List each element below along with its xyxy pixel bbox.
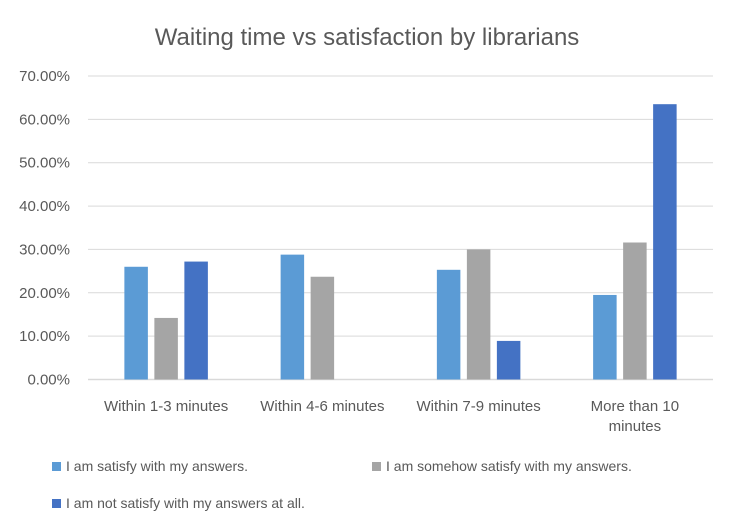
chart-title: Waiting time vs satisfaction by libraria… [155, 24, 580, 51]
y-tick-label: 40.00% [19, 198, 70, 215]
bar [653, 104, 677, 380]
legend: I am satisfy with my answers. I am someho… [52, 458, 632, 511]
bar [280, 254, 305, 380]
y-axis: 0.00% 10.00% 20.00% 30.00% 40.00% 50.00% 60.00… [19, 68, 70, 389]
gridlines [88, 75, 713, 381]
y-tick-label: 20.00% [19, 285, 70, 302]
legend-label: I am not satisfy with my answers at all. [66, 495, 305, 511]
y-tick-label: 50.00% [19, 155, 70, 172]
x-axis: Within 1-3 minutes Within 4-6 minutes With… [104, 398, 679, 435]
x-tick-label: Within 1-3 minutes [104, 398, 228, 415]
bar [124, 266, 148, 380]
bar [436, 269, 461, 380]
x-tick-label: More than 10 [591, 398, 679, 415]
bar [593, 294, 617, 380]
legend-swatch [372, 462, 381, 471]
y-tick-label: 0.00% [27, 372, 70, 389]
legend-label: I am satisfy with my answers. [66, 458, 248, 474]
x-tick-label: Within 7-9 minutes [417, 398, 541, 415]
bar [496, 340, 521, 380]
y-tick-label: 10.00% [19, 328, 70, 345]
bar [310, 276, 335, 380]
x-tick-label: minutes [609, 418, 662, 435]
y-tick-label: 70.00% [19, 68, 70, 85]
bars [124, 104, 677, 380]
y-tick-label: 60.00% [19, 111, 70, 128]
legend-swatch [52, 462, 61, 471]
bar [184, 261, 208, 380]
bar [154, 317, 178, 380]
bar [466, 249, 491, 380]
bar [623, 242, 647, 380]
y-tick-label: 30.00% [19, 241, 70, 258]
legend-label: I am somehow satisfy with my answers. [386, 458, 632, 474]
legend-swatch [52, 499, 61, 508]
x-tick-label: Within 4-6 minutes [260, 398, 384, 415]
